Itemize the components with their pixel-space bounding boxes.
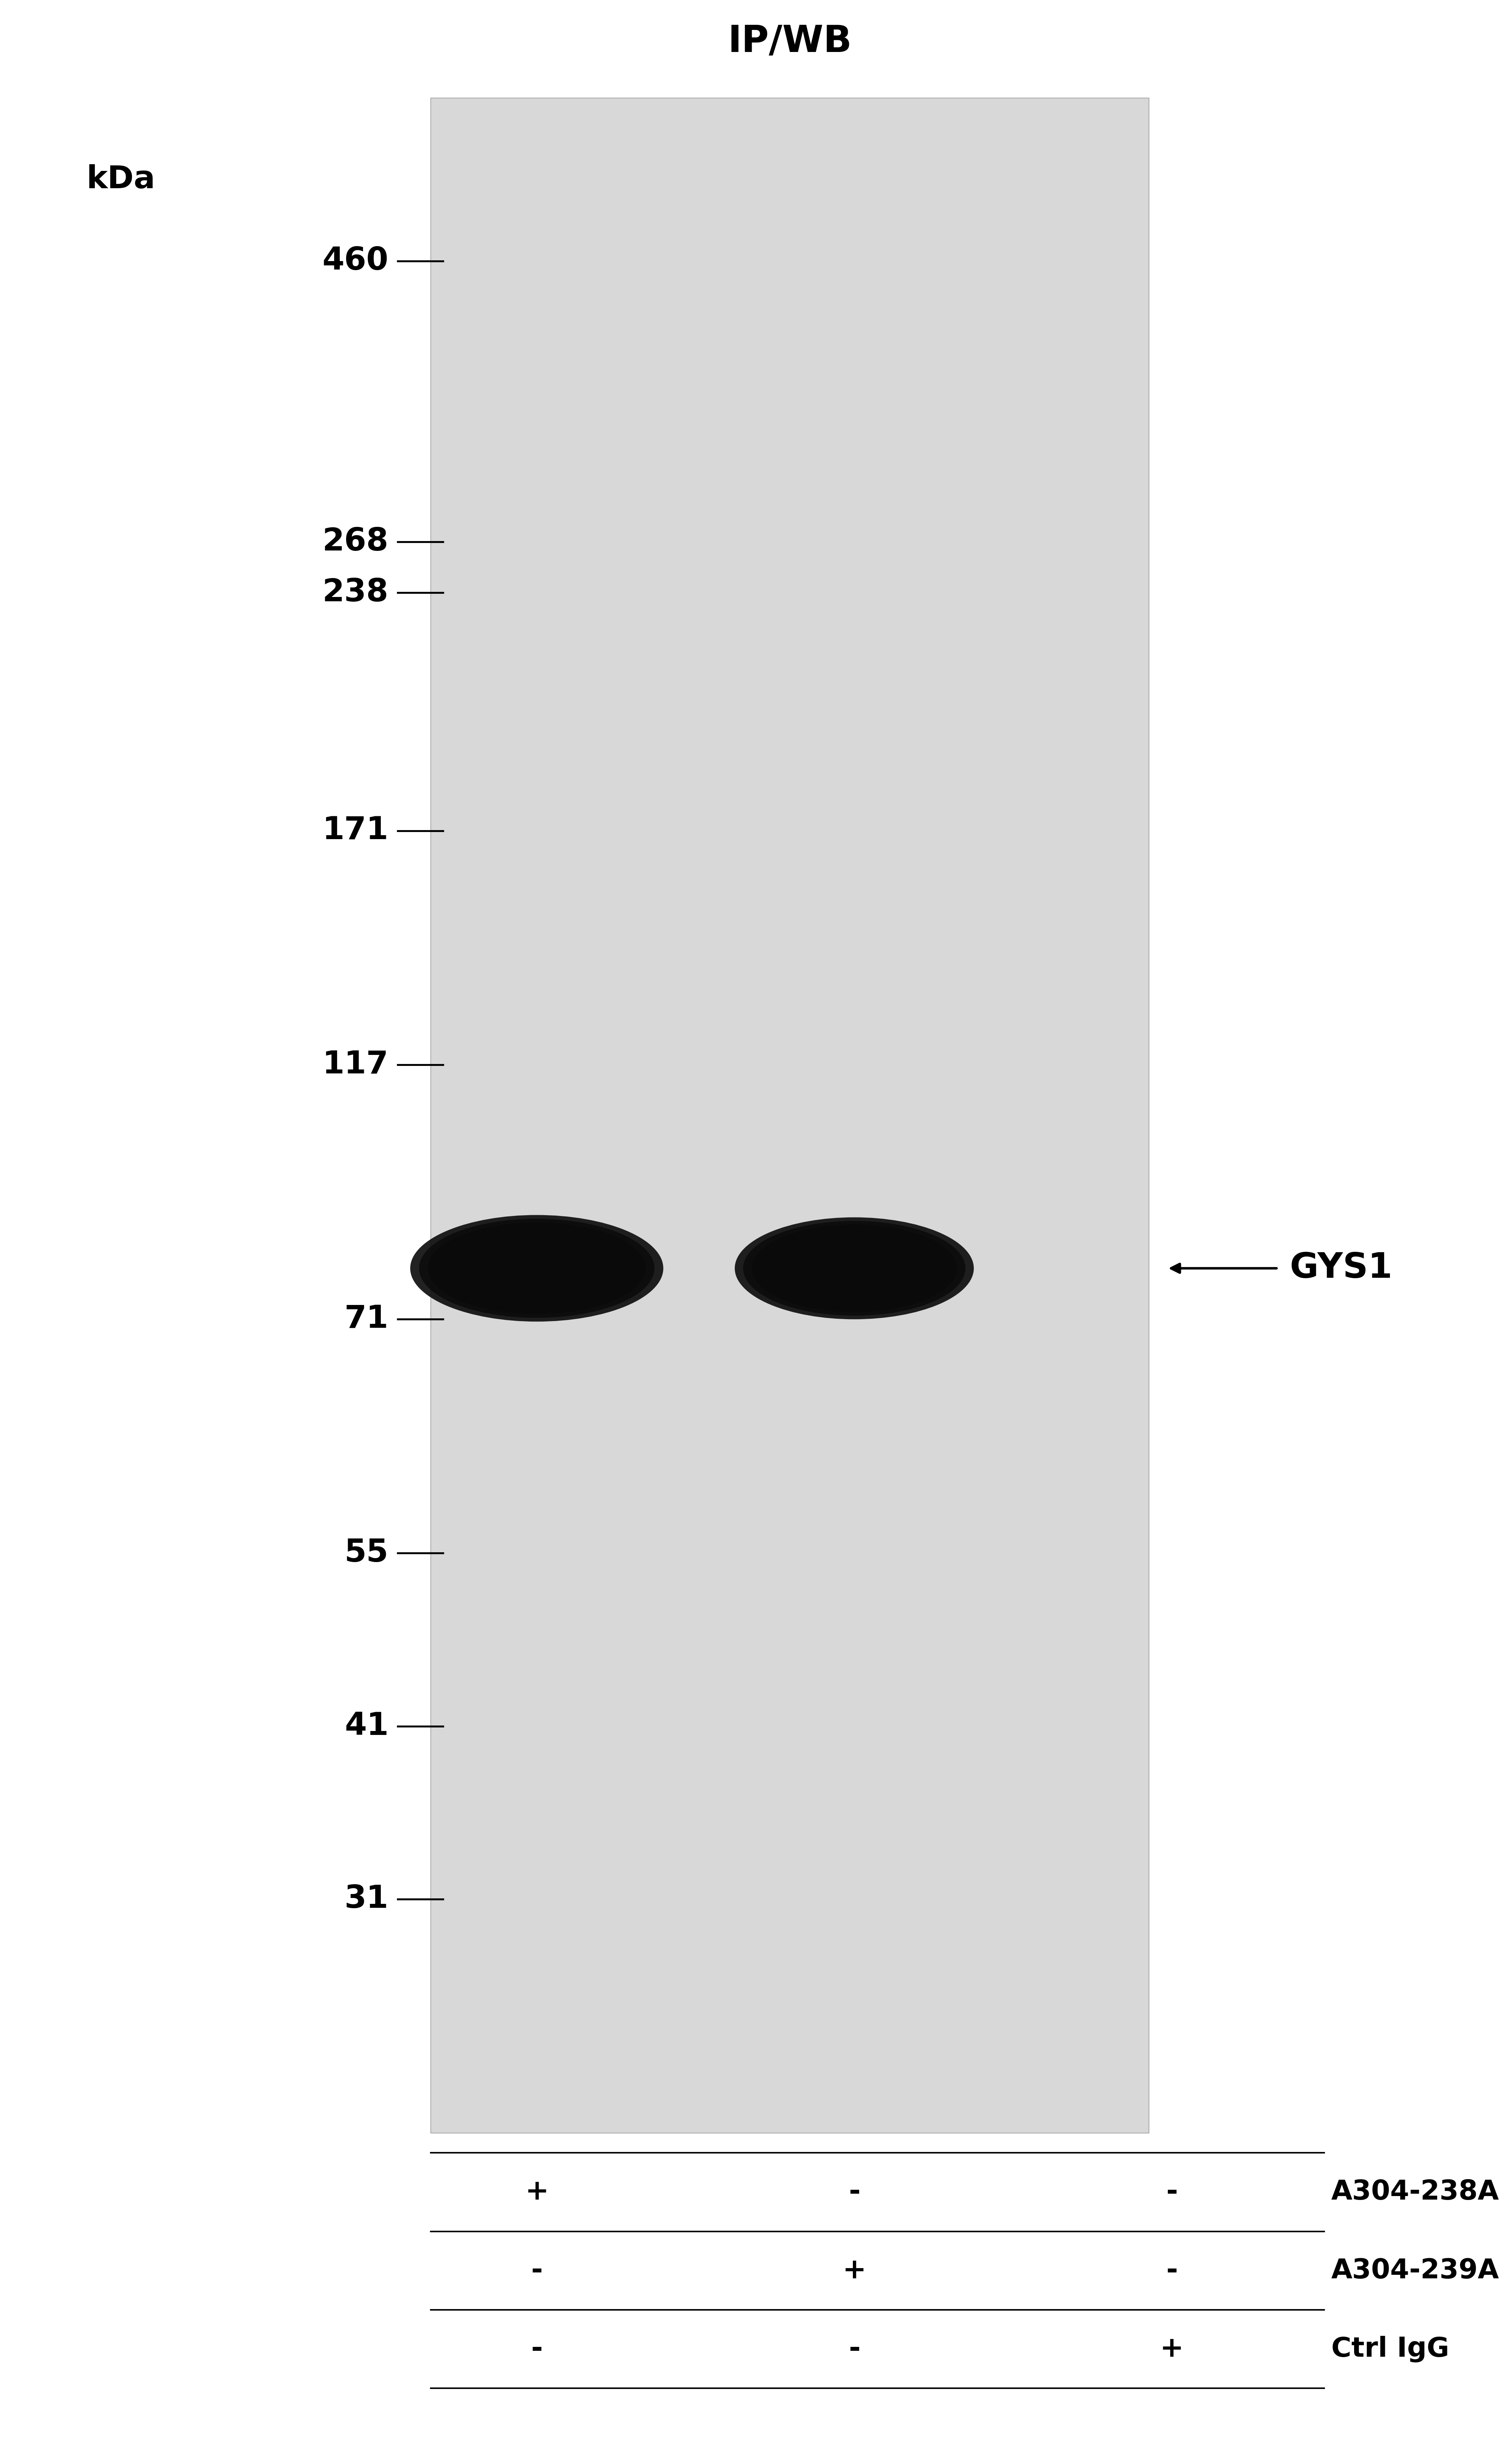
Ellipse shape [785, 1238, 924, 1297]
Text: -: - [531, 2334, 543, 2364]
Ellipse shape [508, 1251, 565, 1285]
Ellipse shape [499, 1251, 575, 1285]
Text: A304-238A: A304-238A [1331, 2180, 1498, 2204]
Text: 171: 171 [322, 817, 389, 846]
Text: +: + [1160, 2334, 1184, 2364]
Text: 268: 268 [322, 527, 389, 557]
Text: +: + [842, 2256, 866, 2285]
Ellipse shape [777, 1236, 931, 1302]
Ellipse shape [428, 1224, 646, 1314]
Text: 41: 41 [345, 1711, 389, 1741]
Text: -: - [1166, 2256, 1178, 2285]
Ellipse shape [818, 1251, 891, 1285]
Ellipse shape [761, 1228, 948, 1309]
Ellipse shape [419, 1219, 655, 1317]
Ellipse shape [455, 1233, 618, 1302]
Ellipse shape [472, 1241, 602, 1295]
Ellipse shape [410, 1216, 664, 1322]
Ellipse shape [481, 1246, 593, 1292]
Text: kDa: kDa [86, 164, 156, 194]
Ellipse shape [768, 1231, 940, 1304]
Text: 71: 71 [345, 1304, 389, 1334]
Ellipse shape [437, 1226, 637, 1309]
Text: -: - [848, 2177, 860, 2207]
Text: 55: 55 [345, 1537, 389, 1569]
FancyBboxPatch shape [431, 98, 1149, 2133]
Ellipse shape [735, 1216, 974, 1319]
Text: IP/WB: IP/WB [727, 25, 853, 59]
Text: -: - [1166, 2177, 1178, 2207]
Ellipse shape [751, 1224, 957, 1312]
Ellipse shape [742, 1221, 966, 1317]
Text: Ctrl IgG: Ctrl IgG [1331, 2337, 1448, 2361]
Text: A304-239A: A304-239A [1331, 2258, 1500, 2283]
Text: 460: 460 [322, 245, 389, 277]
Text: GYS1: GYS1 [1290, 1251, 1393, 1285]
Ellipse shape [801, 1246, 907, 1290]
Ellipse shape [827, 1251, 881, 1285]
Text: -: - [848, 2334, 860, 2364]
Ellipse shape [446, 1231, 627, 1307]
Ellipse shape [810, 1251, 898, 1287]
Text: 238: 238 [322, 576, 389, 608]
Text: -: - [531, 2256, 543, 2285]
Text: +: + [525, 2177, 549, 2207]
Text: 31: 31 [345, 1883, 389, 1915]
Text: 117: 117 [322, 1049, 389, 1081]
Ellipse shape [490, 1248, 584, 1287]
Ellipse shape [794, 1243, 915, 1295]
Ellipse shape [463, 1238, 611, 1300]
